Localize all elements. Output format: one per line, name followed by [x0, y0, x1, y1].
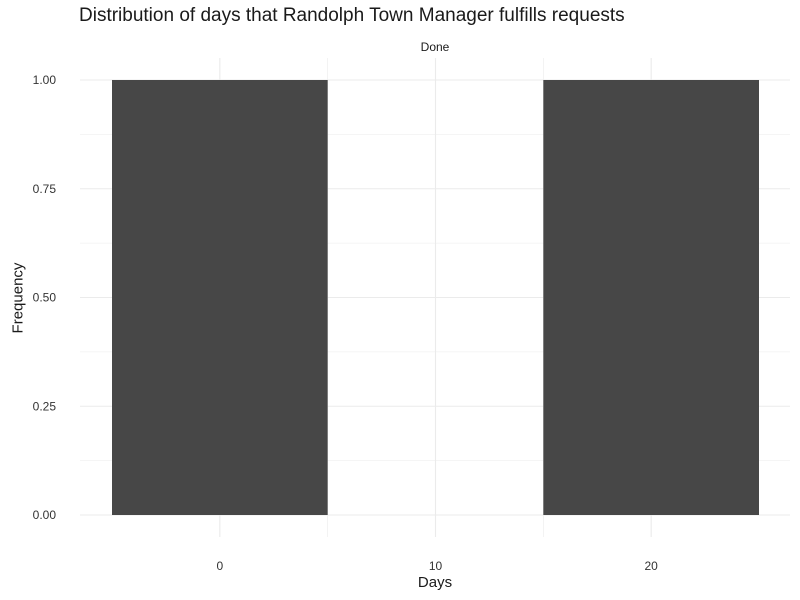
facet-label: Done: [420, 40, 450, 54]
bars-group: [112, 80, 759, 515]
x-tick-labels: 0 10 20: [216, 559, 658, 573]
histogram-bar-2: [543, 80, 759, 515]
y-tick-label: 0.75: [33, 182, 57, 196]
x-axis-label: Days: [417, 574, 453, 591]
y-tick-label: 1.00: [33, 73, 57, 87]
x-tick-label: 10: [429, 559, 443, 573]
chart-title: Distribution of days that Randolph Town …: [79, 5, 625, 26]
x-tick-label: 0: [216, 559, 223, 573]
y-tick-label: 0.50: [33, 291, 57, 305]
x-tick-label: 20: [644, 559, 658, 573]
y-tick-label: 0.25: [33, 399, 57, 413]
histogram-bar-1: [112, 80, 328, 515]
y-tick-label: 0.00: [33, 508, 57, 522]
y-tick-labels: 0.00 0.25 0.50 0.75 1.00: [33, 73, 57, 522]
